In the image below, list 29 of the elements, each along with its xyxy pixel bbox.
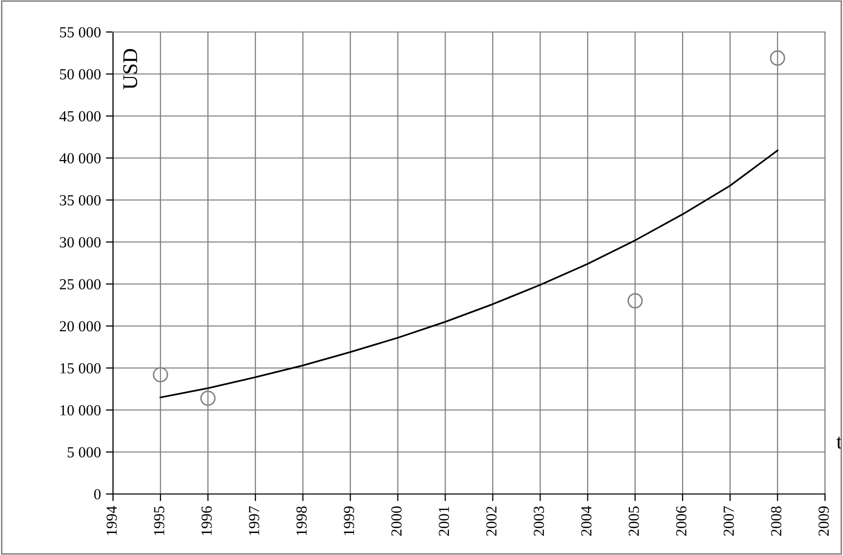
- y-tick-label: 35 000: [60, 195, 101, 206]
- x-tick-label: 2008: [771, 506, 782, 536]
- y-tick-label: 25 000: [60, 279, 101, 290]
- y-tick-label: 15 000: [60, 363, 101, 374]
- x-tick-label: 2006: [676, 506, 686, 536]
- y-tick-label: 45 000: [59, 111, 101, 122]
- x-tick-label: 2002: [486, 506, 497, 536]
- y-tick-label: 0: [94, 489, 101, 500]
- x-tick-label: 2001: [438, 506, 450, 536]
- y-tick-label: 20 000: [60, 321, 101, 332]
- y-tick-label: 55 000: [60, 27, 101, 38]
- x-tick-label: 2009: [818, 506, 829, 536]
- y-axis-title: USD: [123, 48, 138, 90]
- x-tick-label: 2000: [391, 506, 402, 536]
- y-tick-label: 40 000: [59, 153, 101, 164]
- x-tick-label: 1998: [296, 506, 307, 536]
- x-tick-label: 2005: [628, 506, 639, 536]
- x-tick-label: 1995: [154, 506, 164, 536]
- x-tick-label: 2004: [581, 506, 592, 536]
- x-tick-label: 1997: [248, 506, 260, 536]
- x-tick-label: 2003: [534, 506, 544, 536]
- x-tick-label: 2007: [724, 506, 734, 536]
- y-tick-label: 10 000: [60, 405, 101, 416]
- y-tick-label: 5 000: [68, 447, 101, 458]
- y-tick-label: 30 000: [60, 237, 101, 248]
- x-tick-label: 1996: [201, 506, 212, 536]
- x-tick-label: 1994: [106, 506, 117, 536]
- y-tick-label: 50 000: [60, 69, 101, 80]
- x-tick-label: 1999: [344, 506, 354, 536]
